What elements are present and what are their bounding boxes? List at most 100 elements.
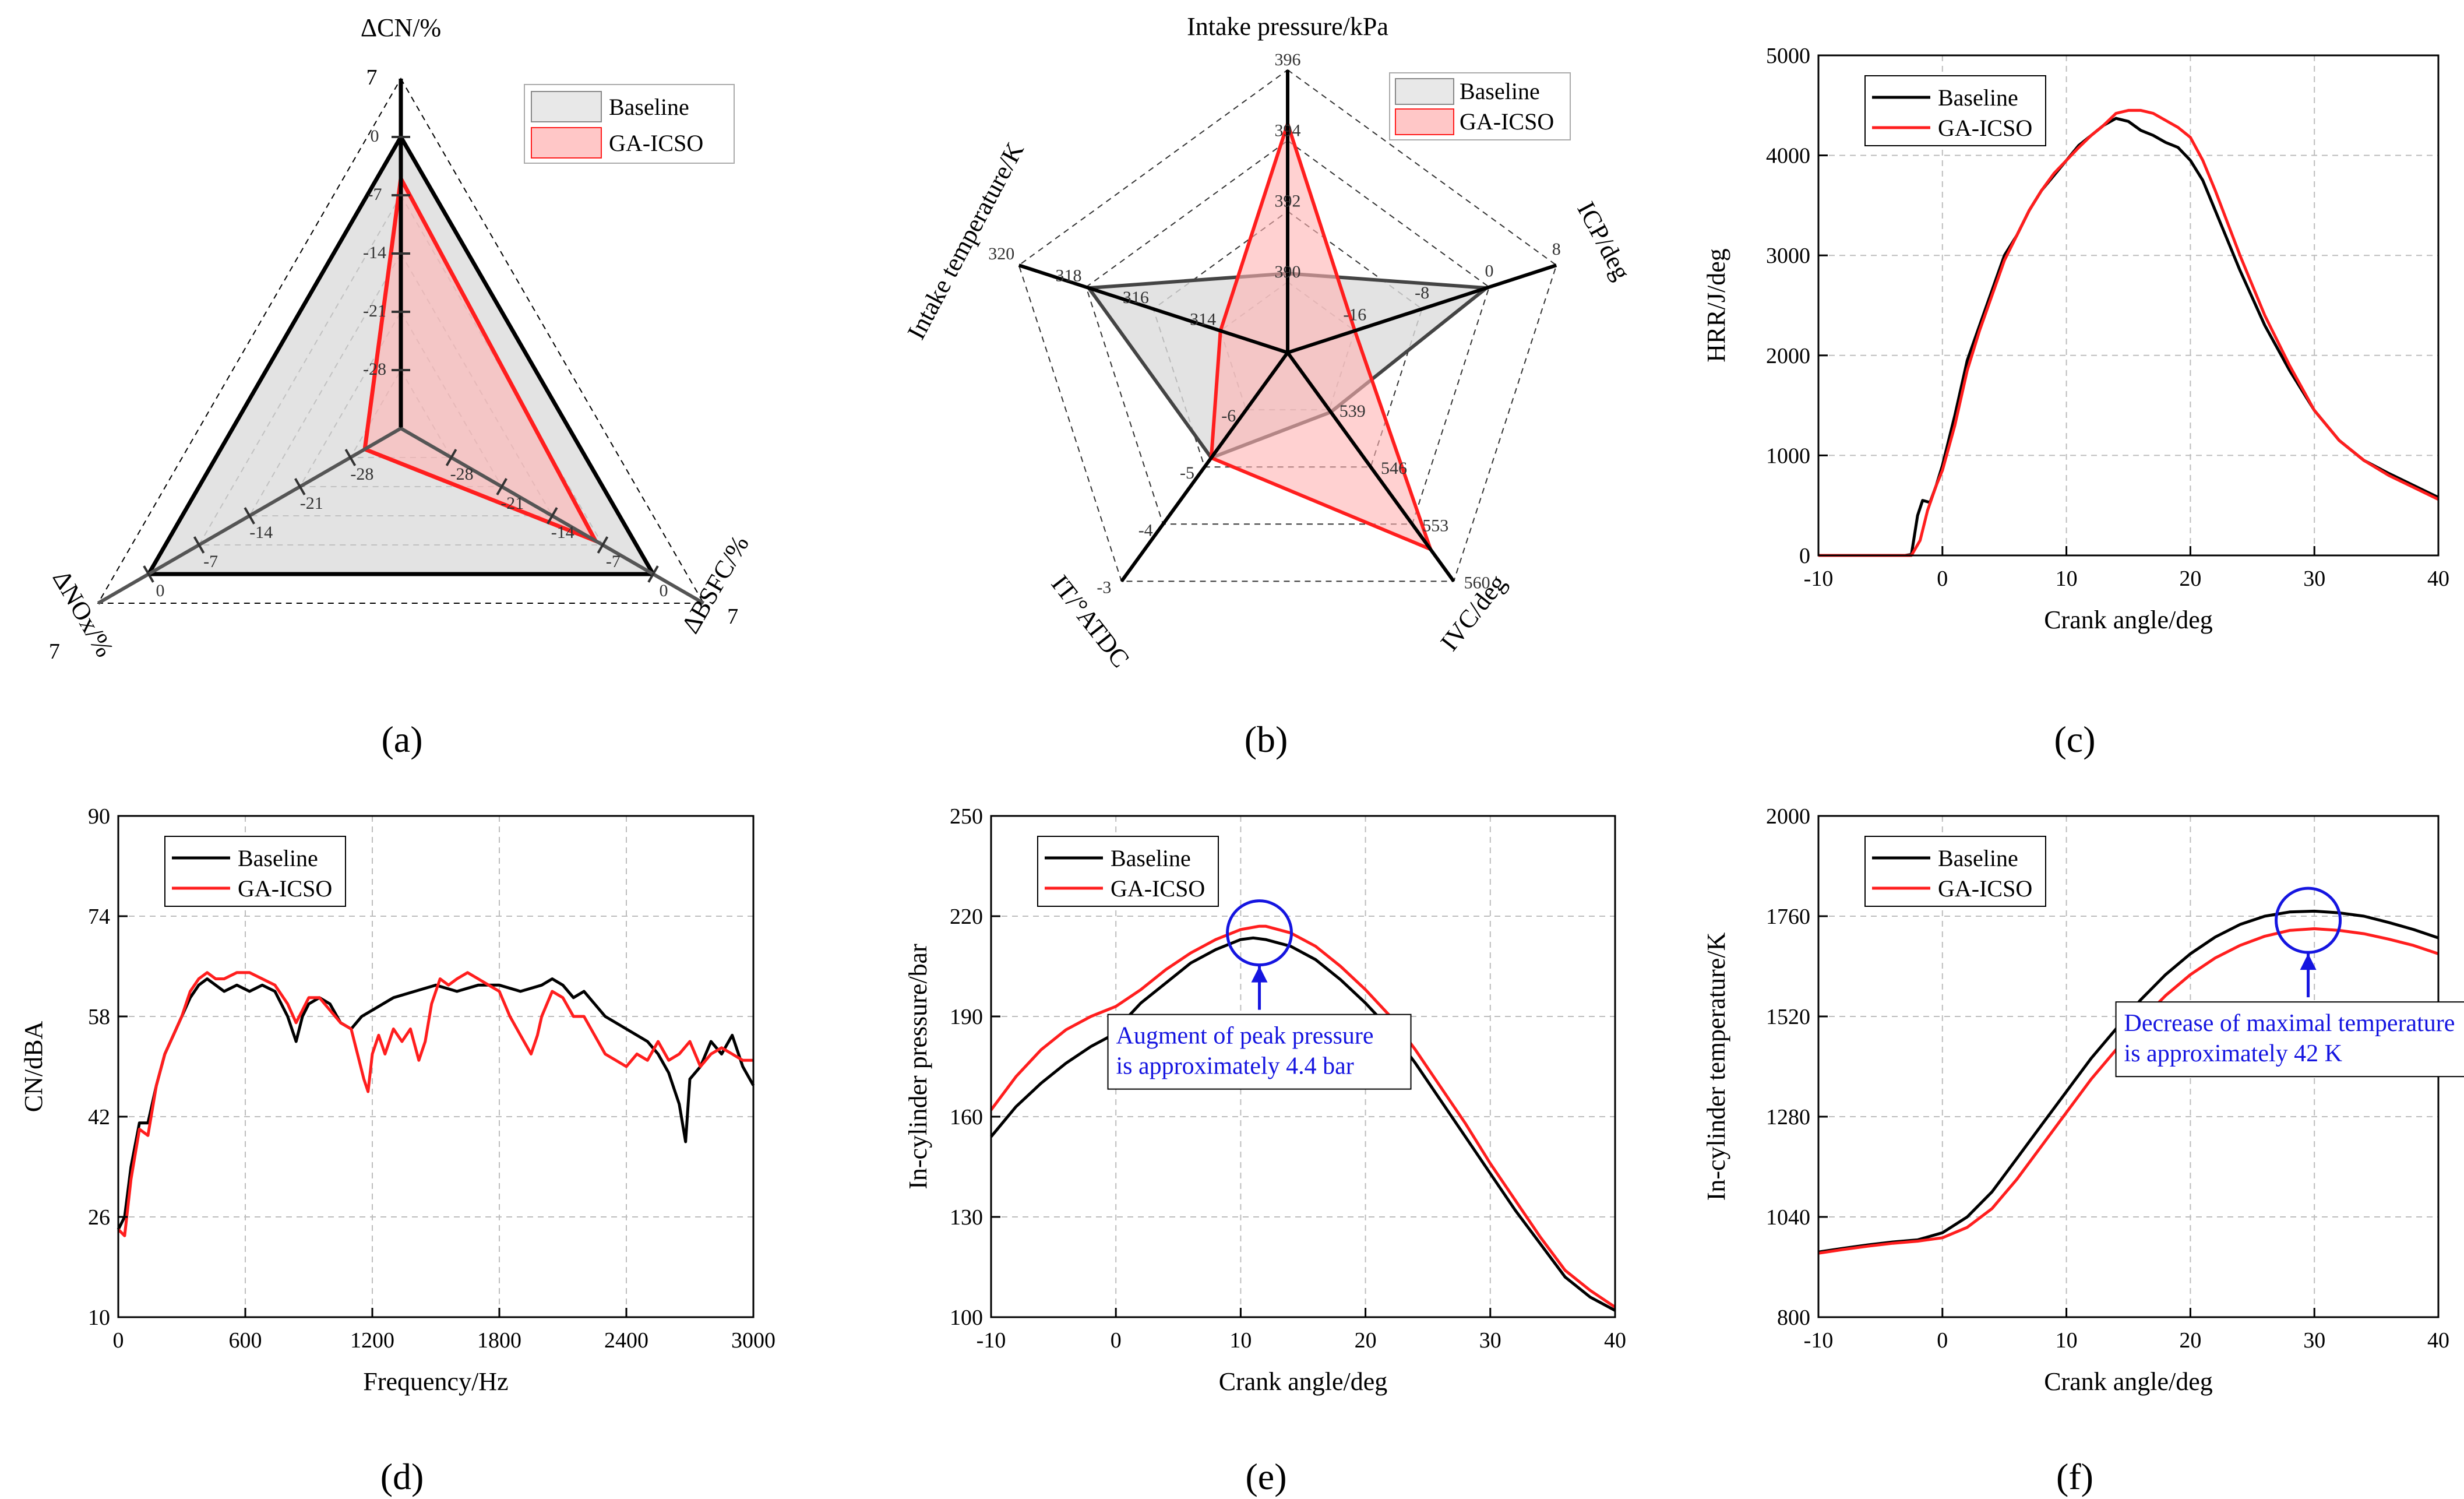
radar-ring-label: -4 [1138, 520, 1153, 540]
annotation-box [2115, 1001, 2464, 1078]
plot-frame [990, 815, 1616, 1318]
radar-tick [344, 449, 357, 466]
radar-ring [1018, 69, 1557, 582]
radar-ring-label: -16 [1343, 305, 1366, 325]
series-line-ga-icso [1818, 927, 2439, 1255]
legend-label: Baseline [238, 845, 318, 871]
x-tick-label: 0 [1937, 566, 1948, 591]
radar-max-label: 7 [727, 604, 738, 629]
x-tick-label: 1800 [477, 1328, 521, 1353]
legend-swatch-baseline [531, 91, 602, 122]
radar-ring-label: 0 [156, 581, 164, 600]
radar-ring-label: -3 [1097, 578, 1111, 597]
annotation-text: is approximately 42 K [2124, 1040, 2342, 1067]
radar-ring-label: 8 [1552, 240, 1561, 259]
radar-ring-label: -14 [551, 523, 574, 542]
panel-label: (f) [2056, 1456, 2093, 1497]
x-tick-label: 30 [1479, 1328, 1501, 1353]
y-tick-label: 2000 [1766, 804, 1810, 829]
legend-swatch-ga-icso [1395, 108, 1454, 135]
annotation-circle [1226, 899, 1293, 967]
legend-label: Baseline [1111, 845, 1191, 871]
legend-label: Baseline [609, 94, 689, 120]
series-line-baseline [1818, 909, 2439, 1254]
radar-chart-a: 0-7-14-21-280-7-14-21-280-7-14-21-28777Δ… [47, 13, 755, 760]
legend-label: GA-ICSO [609, 130, 703, 156]
radar-axis [1120, 351, 1289, 583]
radar-ring-label: 0 [371, 126, 379, 146]
radar-ring-label: 546 [1381, 459, 1407, 478]
y-tick-label: 3000 [1766, 244, 1810, 268]
series-line-ga-icso [989, 924, 1616, 1308]
radar-tick [143, 565, 154, 583]
series-line-baseline [990, 936, 1616, 1312]
radar-axis [1287, 263, 1557, 354]
annotation-text: Augment of peak pressure [1116, 1023, 1374, 1050]
legend-swatch-baseline [1395, 78, 1454, 105]
x-tick-label: 0 [1111, 1328, 1122, 1353]
annotation-circle [2275, 886, 2342, 954]
x-tick-label: -10 [977, 1328, 1006, 1353]
radar-ring-label: 553 [1422, 516, 1448, 535]
annotation-text: is approximately 4.4 bar [1116, 1053, 1354, 1080]
y-tick-label: 160 [950, 1105, 983, 1129]
radar-tick [445, 449, 457, 466]
radar-ring-label: 316 [1123, 288, 1149, 307]
radar-ring-label: -28 [350, 465, 373, 484]
radar-ring-label: 396 [1275, 50, 1301, 69]
line-chart-f: -10 0 10 20 30 40 800 1040 1280 1520 1760 2000 Crank… [1702, 804, 2464, 1497]
radar-tick [547, 507, 558, 525]
annotation-arrowhead [2300, 953, 2317, 970]
line-chart-e: -10 0 10 20 30 40 100 130 160 190 220 250 Crank angl… [904, 804, 1626, 1497]
y-axis-label: HRR/J/deg [1702, 248, 1730, 363]
panel-label: (d) [380, 1456, 424, 1497]
radar-ring-label: 390 [1275, 262, 1301, 281]
radar-axis-title: Intake pressure/kPa [1187, 12, 1388, 41]
radar-tick [597, 536, 609, 554]
y-tick-label: 10 [88, 1306, 110, 1330]
x-tick-label: 20 [2179, 1328, 2201, 1353]
y-tick-label: 0 [1799, 544, 1810, 568]
x-tick-label: 40 [2427, 566, 2449, 591]
radar-ring-label: 539 [1339, 402, 1366, 421]
radar-ring-label: -28 [450, 465, 474, 484]
radar-max-label: 7 [366, 65, 378, 90]
y-tick-label: 4000 [1766, 144, 1810, 168]
x-axis-label: Crank angle/deg [2044, 606, 2213, 634]
y-tick-label: 220 [950, 905, 983, 929]
y-tick-label: 1520 [1766, 1005, 1810, 1029]
y-tick-label: 5000 [1766, 44, 1810, 68]
radar-ring-label: 0 [660, 581, 668, 600]
radar-ring-label: 0 [1485, 262, 1493, 281]
y-tick-label: 1040 [1766, 1205, 1810, 1230]
radar-axis-title: IT/°ATDC [1046, 570, 1135, 673]
radar-axis [1018, 263, 1288, 354]
panel-label: (a) [381, 719, 422, 760]
series-line-ga-icso [1818, 108, 2440, 557]
panel-label: (b) [1245, 719, 1288, 760]
x-axis-label: Crank angle/deg [1219, 1367, 1388, 1396]
legend-label: Baseline [1938, 85, 2018, 111]
legend-swatch-ga-icso [531, 127, 602, 159]
legend-label: GA-ICSO [1938, 875, 2032, 902]
annotation-text: Decrease of maximal temperature [2124, 1010, 2455, 1037]
series-line-ga-icso [117, 971, 753, 1237]
radar-axis-title: Intake temperature/K [902, 138, 1030, 344]
radar-ring-label: -5 [1180, 463, 1194, 483]
radar-ring-label: 394 [1275, 121, 1301, 140]
series-line-baseline [117, 977, 755, 1230]
radar-tick [294, 478, 306, 495]
radar-axis [1286, 351, 1455, 583]
y-axis-label: In-cylinder temperature/K [1702, 932, 1730, 1201]
x-tick-label: 0 [113, 1328, 124, 1353]
radar-tick [496, 478, 507, 495]
radar-ring-label: 320 [988, 244, 1014, 263]
y-tick-label: 130 [950, 1205, 983, 1230]
x-axis-label: Frequency/Hz [363, 1367, 508, 1396]
radar-axis-title: ΔCN/% [361, 13, 441, 42]
x-tick-label: 1200 [350, 1328, 394, 1353]
x-tick-label: 40 [1604, 1328, 1626, 1353]
radar-ring-label: -28 [363, 360, 386, 379]
